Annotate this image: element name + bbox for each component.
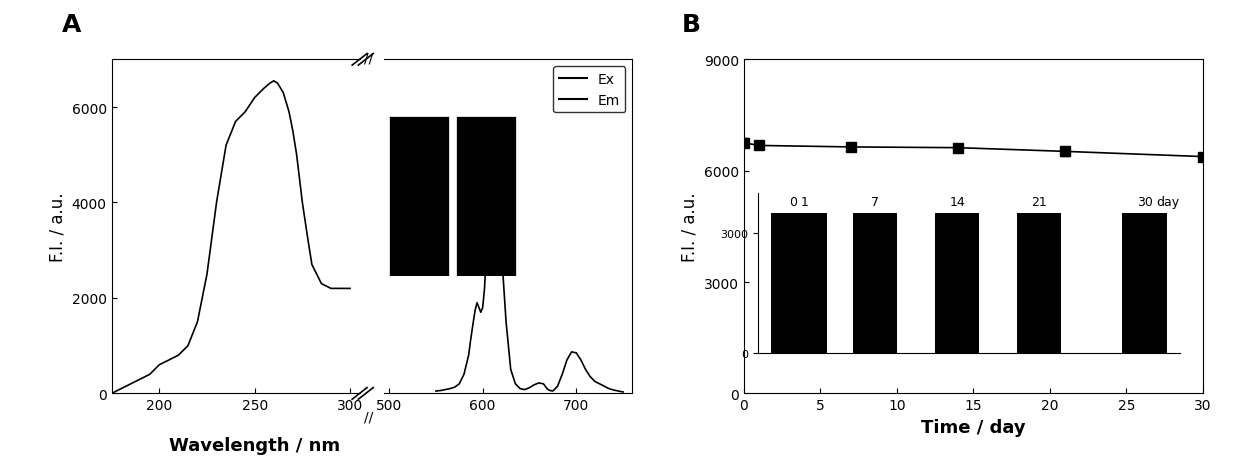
Text: B: B [682, 13, 701, 38]
Text: Wavelength / nm: Wavelength / nm [169, 436, 340, 454]
X-axis label: Time / day: Time / day [921, 418, 1025, 436]
Legend: Ex, Em: Ex, Em [553, 67, 625, 113]
Text: //: // [363, 410, 373, 424]
Y-axis label: F.I. / a.u.: F.I. / a.u. [681, 192, 698, 262]
Text: //: // [363, 51, 373, 65]
Text: A: A [62, 13, 82, 38]
Y-axis label: F.I. / a.u.: F.I. / a.u. [48, 192, 66, 262]
